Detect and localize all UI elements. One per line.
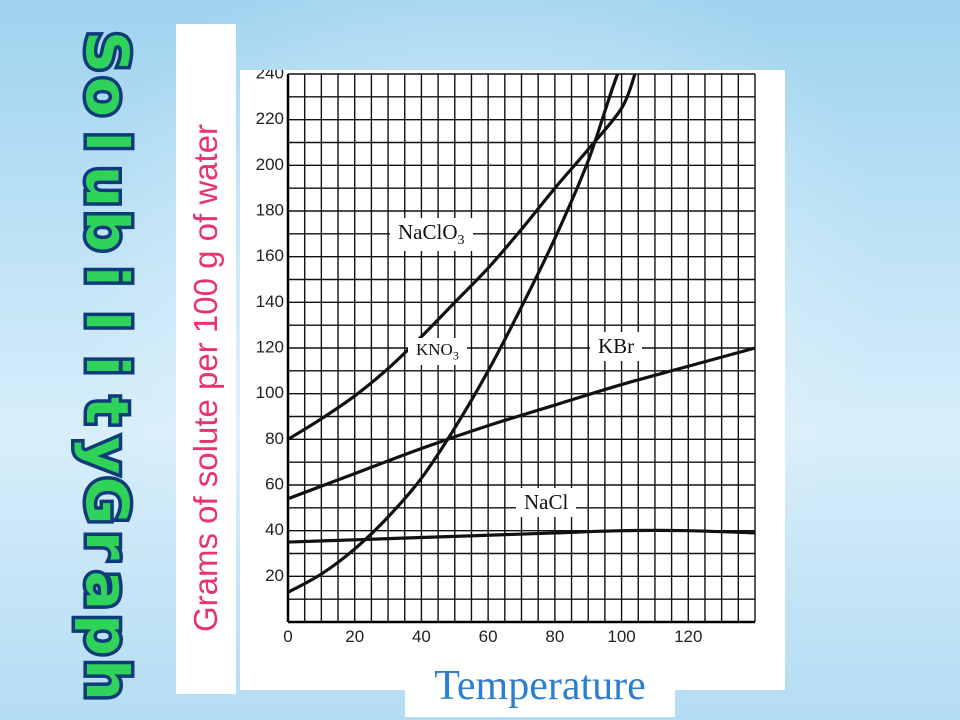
solubility-chart: 20 40 60 80 100 120 140 160 180 200 220 240 0 20 40 60 8… bbox=[256, 70, 756, 646]
x-axis-label: Temperature bbox=[434, 663, 646, 709]
series-label-naclo3: NaClO3 bbox=[390, 218, 473, 252]
series-label-naclo3-subscript: 3 bbox=[457, 233, 465, 249]
slide-title-letter: i bbox=[73, 266, 141, 286]
slide-title-letter: o bbox=[73, 77, 141, 117]
slide-title-letter: l bbox=[73, 132, 141, 152]
slide-title-letter: u bbox=[73, 166, 141, 207]
slide-title-letter: i bbox=[73, 356, 141, 376]
slide-title-letter: a bbox=[73, 571, 141, 610]
y-tick-label: 100 bbox=[256, 383, 284, 402]
y-tick-label: 220 bbox=[256, 109, 284, 128]
series-label-nacl: NaCl bbox=[516, 488, 577, 517]
series-line-nacl bbox=[288, 528, 755, 544]
x-tick-label: 20 bbox=[345, 627, 364, 646]
y-axis-label-panel bbox=[176, 24, 236, 694]
y-tick-label: 240 bbox=[256, 70, 284, 82]
y-tick-label: 40 bbox=[265, 520, 284, 539]
series-line-kbr bbox=[288, 346, 755, 501]
slide-title-letter: S bbox=[73, 31, 141, 73]
slide-title-letter: r bbox=[73, 531, 141, 560]
series-label-naclo3-main: NaClO bbox=[398, 220, 458, 244]
y-tick-label: 20 bbox=[265, 566, 284, 585]
slide-title-letter: l bbox=[73, 311, 141, 331]
y-tick-label: 60 bbox=[265, 474, 284, 493]
y-tick-label: 120 bbox=[256, 337, 284, 356]
series-line-naclo3 bbox=[288, 74, 637, 441]
slide-title-letter: h bbox=[73, 659, 141, 700]
y-tick-label: 140 bbox=[256, 292, 284, 311]
x-tick-label: 80 bbox=[545, 627, 564, 646]
y-axis-label: Grams of solute per 100 g of water bbox=[187, 123, 224, 633]
slide-title-letter: y bbox=[73, 437, 141, 475]
series-label-kno3-subscript: 3 bbox=[452, 348, 459, 363]
slide-title-letter: G bbox=[73, 477, 141, 525]
x-axis-label-panel bbox=[405, 655, 675, 717]
series-label-kbr: KBr bbox=[590, 332, 643, 361]
y-tick-label: 80 bbox=[265, 429, 284, 448]
chart-panel bbox=[240, 70, 785, 690]
series-group bbox=[288, 74, 755, 594]
x-tick-label: 120 bbox=[674, 627, 702, 646]
series-label-kno3-main: KNO bbox=[416, 340, 453, 359]
slide-title-letter: t bbox=[73, 397, 141, 425]
y-tick-label: 200 bbox=[256, 155, 284, 174]
slide-title-letter: p bbox=[73, 614, 141, 656]
series-line-kno3 bbox=[288, 74, 635, 594]
slide-title-letter: b bbox=[73, 211, 141, 253]
x-tick-label: 40 bbox=[412, 627, 431, 646]
x-tick-label: 0 bbox=[283, 627, 292, 646]
series-label-kno3: KNO3 bbox=[408, 338, 467, 366]
x-tick-label: 100 bbox=[607, 627, 635, 646]
y-tick-label: 160 bbox=[256, 246, 284, 265]
x-tick-label: 60 bbox=[479, 627, 498, 646]
y-tick-label: 180 bbox=[256, 200, 284, 219]
